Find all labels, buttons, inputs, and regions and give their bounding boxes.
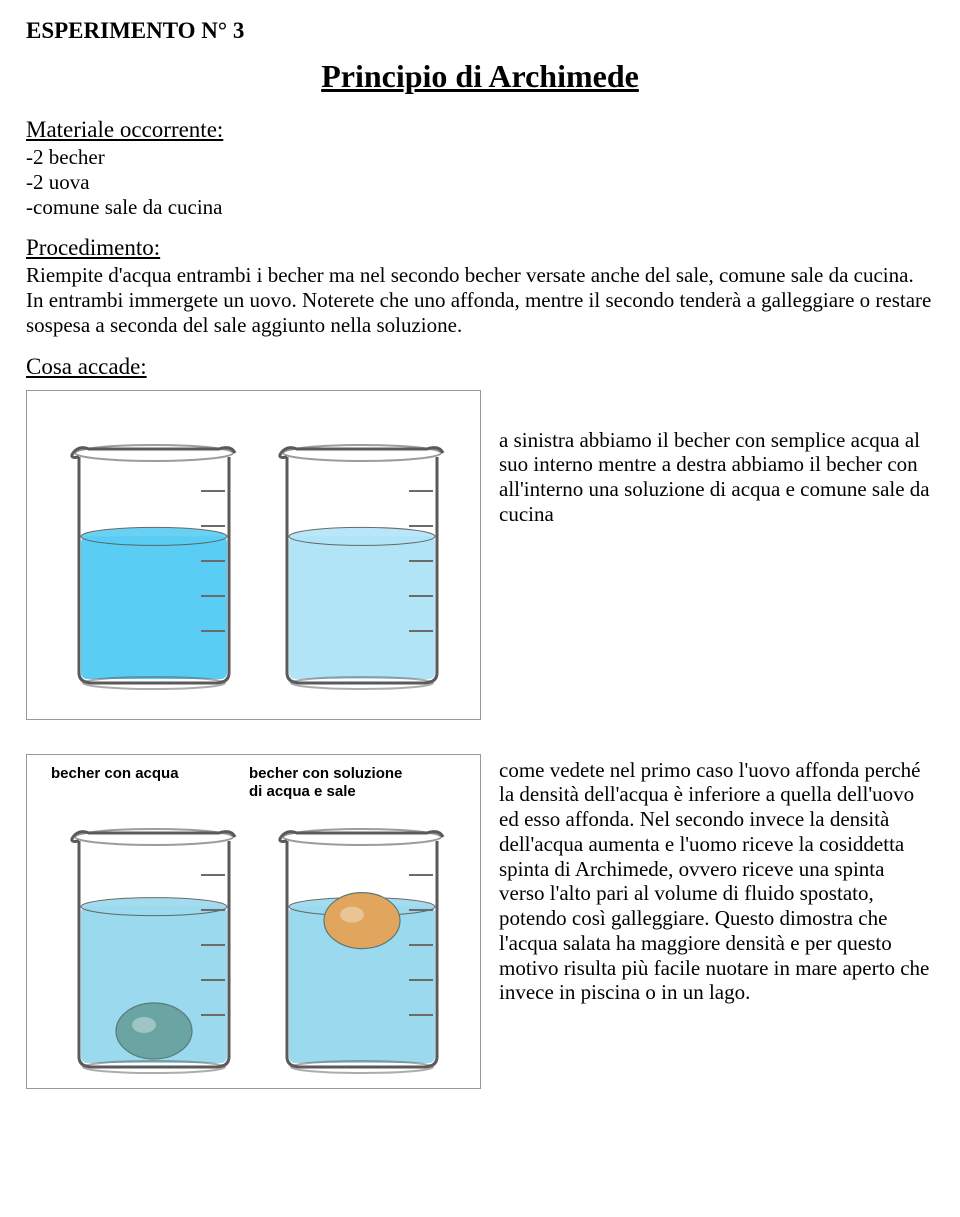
figure-row-2: becher con acqua becher con soluzione di …: [26, 754, 934, 1089]
beaker-illustration: [69, 431, 239, 696]
procedure-label: Procedimento:: [26, 235, 934, 261]
beaker-illustration: [69, 815, 239, 1080]
figure-2: becher con acqua becher con soluzione di …: [26, 754, 481, 1089]
procedure-text: Riempite d'acqua entrambi i becher ma ne…: [26, 263, 934, 337]
figure-row-1: a sinistra abbiamo il becher con semplic…: [26, 390, 934, 720]
beaker-illustration: [277, 431, 447, 696]
figure-label: becher con acqua: [51, 765, 179, 783]
figure-2-caption: come vedete nel primo caso l'uovo affond…: [499, 754, 934, 1006]
figure-label: becher con soluzione di acqua e sale: [249, 765, 402, 801]
materials-label: Materiale occorrente:: [26, 117, 934, 143]
figure-1: [26, 390, 481, 720]
figure-1-caption: a sinistra abbiamo il becher con semplic…: [499, 390, 934, 527]
materials-list: -2 becher -2 uova -comune sale da cucina: [26, 145, 934, 219]
beaker-illustration: [277, 815, 447, 1080]
page-title: Principio di Archimede: [26, 58, 934, 95]
experiment-number: ESPERIMENTO N° 3: [26, 18, 934, 44]
cosa-accade-label: Cosa accade:: [26, 354, 934, 380]
